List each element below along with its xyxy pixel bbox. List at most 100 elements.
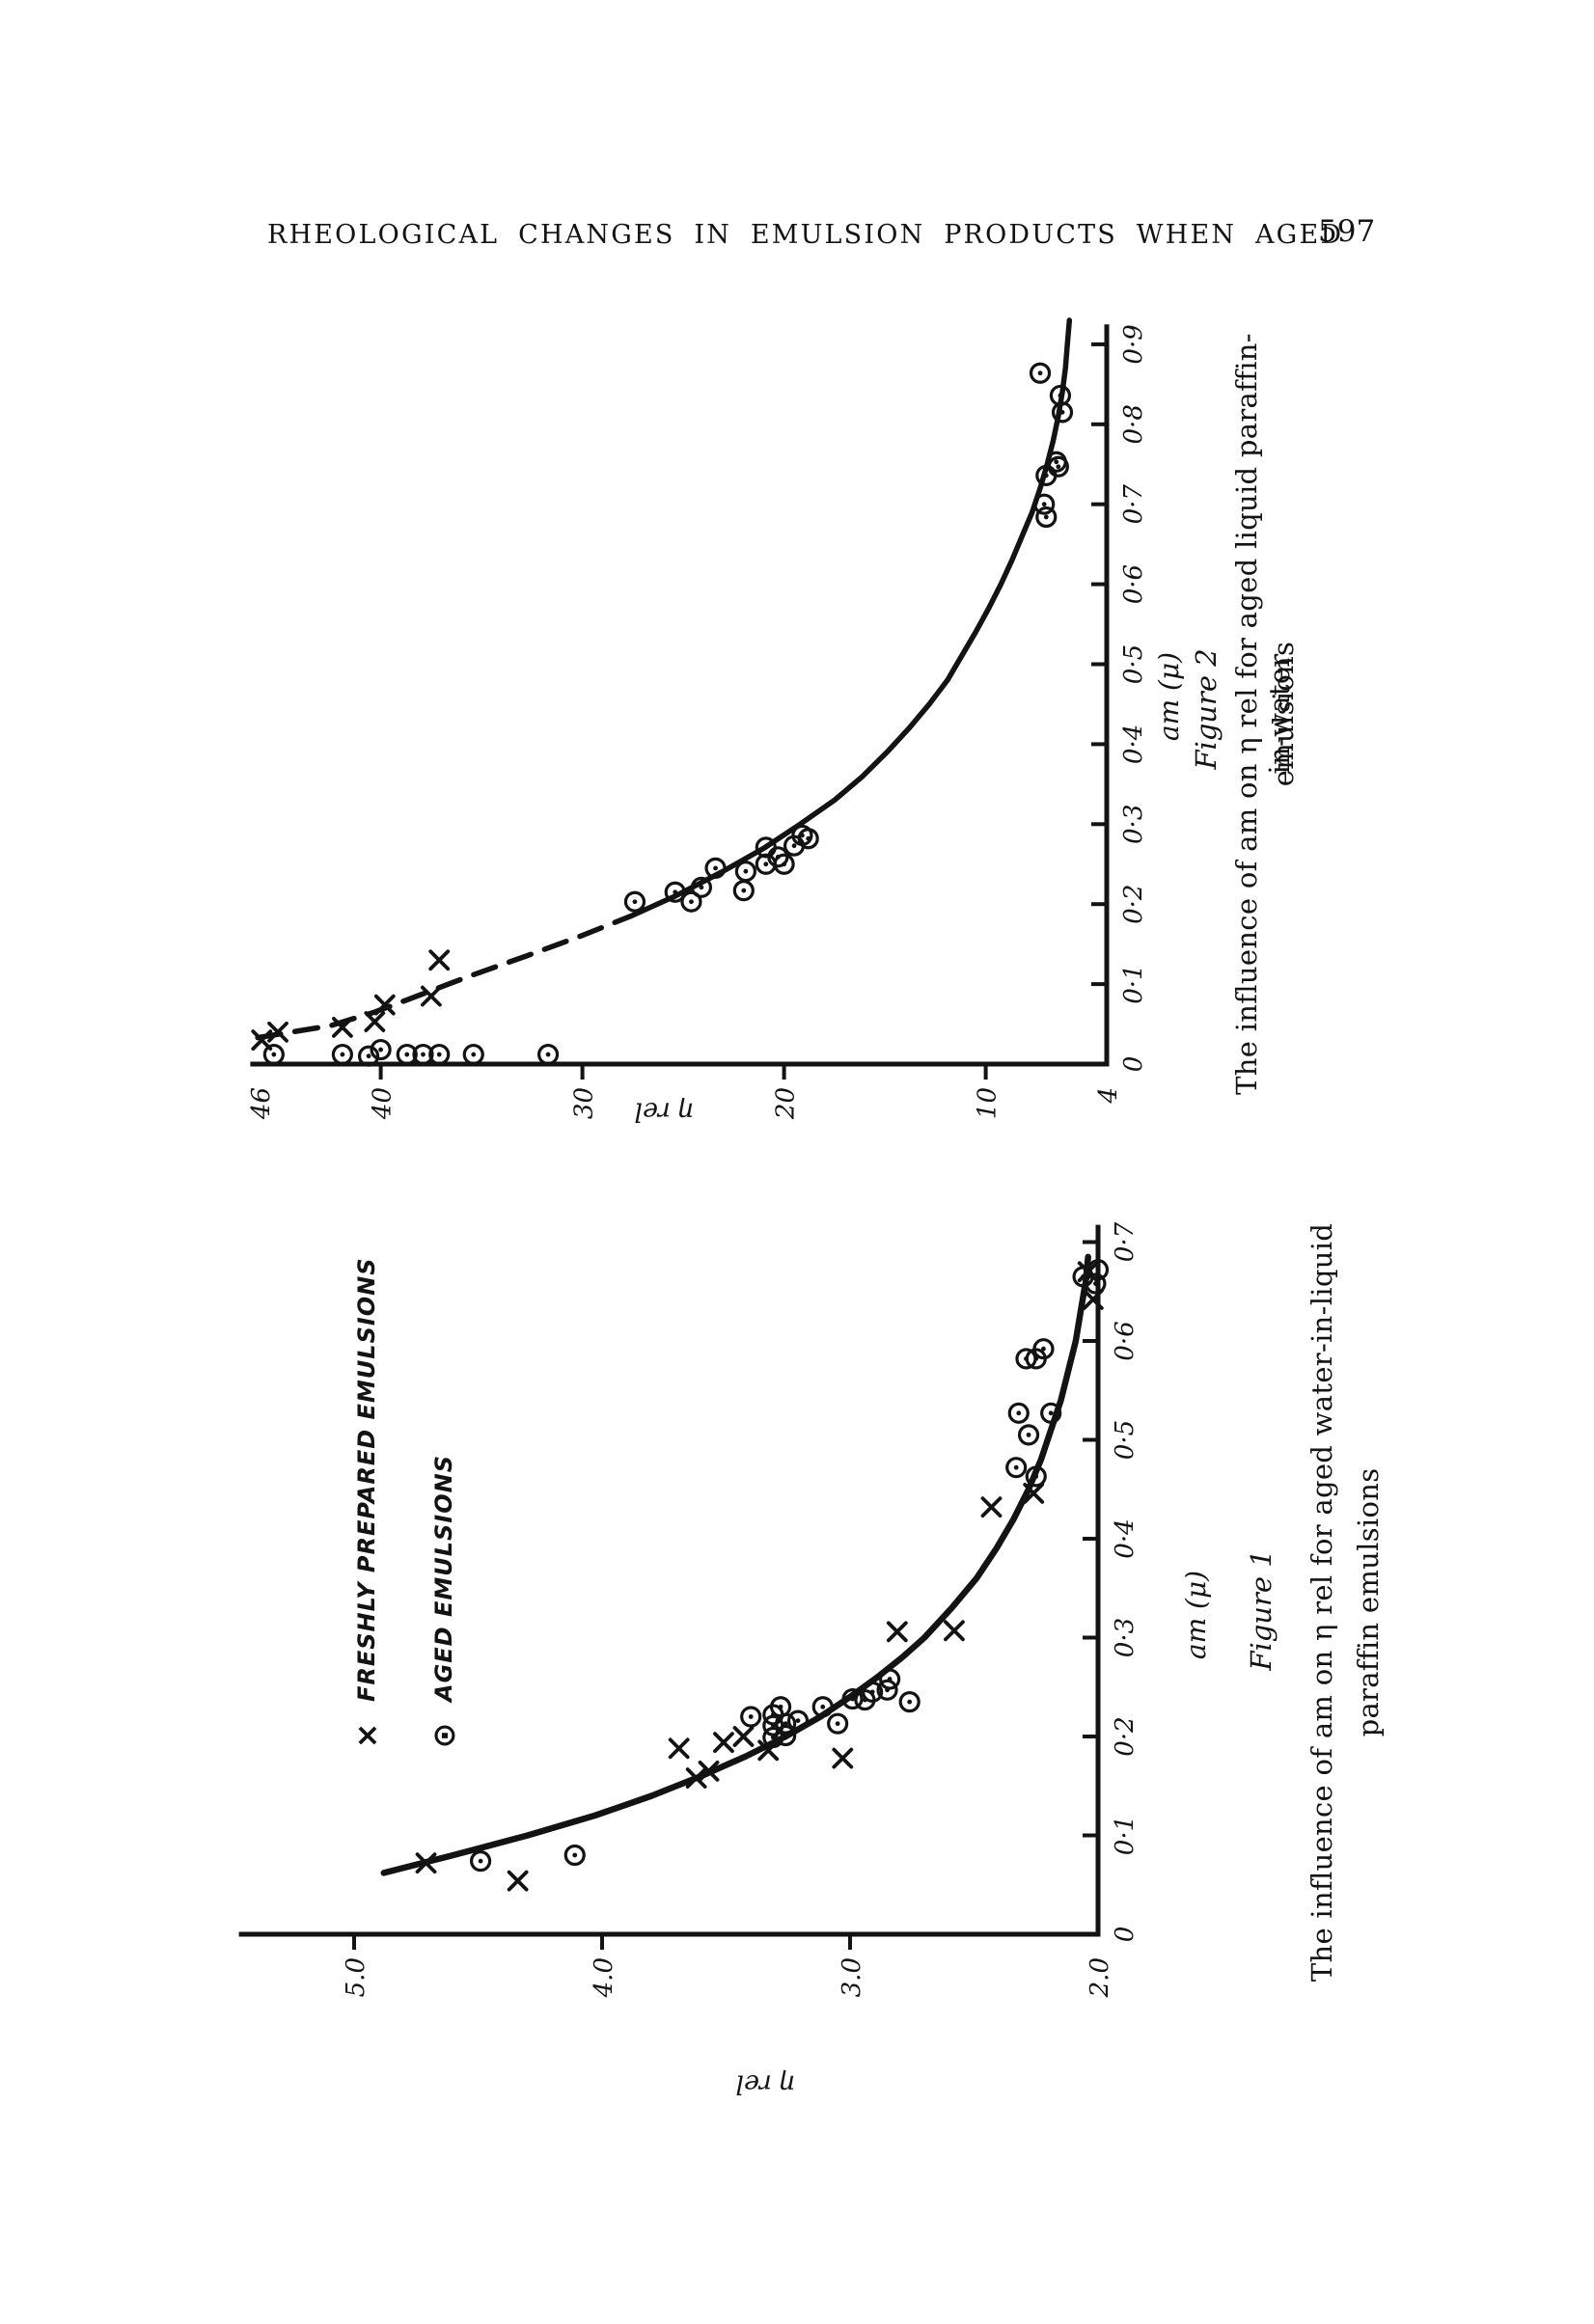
aged-data-point <box>879 1668 901 1690</box>
aged-data-point-dot <box>699 885 704 890</box>
aged-data-point <box>1049 384 1072 407</box>
y-tick-label: 3.0 <box>838 1957 866 1997</box>
axes <box>250 324 1110 1067</box>
figure-1-caption-line-1: The influence of am on η rel for aged wa… <box>1305 1222 1338 1982</box>
x-tick-label: 0·6 <box>1119 564 1148 604</box>
aged-data-point <box>1032 1338 1055 1360</box>
aged-data-point-dot <box>1043 514 1049 520</box>
x-tick-label: 0·7 <box>1111 1221 1140 1262</box>
aged-data-point <box>740 1706 762 1728</box>
aged-data-point <box>469 1850 492 1873</box>
fresh-data-point <box>428 949 451 971</box>
aged-data-point <box>664 881 686 903</box>
aged-data-point <box>762 1726 784 1749</box>
x-tick-label: 0·7 <box>1119 484 1148 525</box>
aged-data-point-dot <box>436 1052 442 1057</box>
figure-2-rotated-canvas: 0 0·1 0·2 0·3 0·4 0·5 0·6 0·7 0·8 0·9 4 10 20 30 40 46 … <box>236 289 1322 1138</box>
fresh-data-point <box>713 1732 734 1754</box>
aged-data-point-dot <box>907 1699 913 1705</box>
aged-data-point <box>1040 1402 1062 1424</box>
aged-data-point <box>1029 362 1052 384</box>
x-tick-label: 0·9 <box>1119 324 1148 364</box>
aged-data-point <box>769 1696 792 1718</box>
aged-data-point-dot <box>887 1677 893 1681</box>
fresh-data-point <box>668 1737 690 1760</box>
aged-data-point-dot <box>770 1735 776 1740</box>
fresh-data-point <box>732 1726 755 1747</box>
aged-data-point-dot <box>471 1052 477 1057</box>
y-tick-label: 4 <box>1094 1087 1123 1105</box>
aged-data-point-dot <box>271 1052 277 1057</box>
x-tick-label: 0·4 <box>1111 1518 1140 1558</box>
x-tick-label: 0·2 <box>1119 885 1148 924</box>
aged-data-point-dot <box>783 1733 788 1738</box>
aged-data-point <box>898 1691 921 1713</box>
aged-data-point <box>331 1043 353 1066</box>
fresh-data-point <box>698 1760 720 1782</box>
aged-data-point-dot <box>1016 1410 1022 1416</box>
aged-data-point-dot <box>820 1704 826 1709</box>
aged-data-point-dot <box>1054 459 1059 465</box>
x-tick-label: 0·1 <box>1111 1816 1140 1855</box>
aged-data-point-dot <box>572 1852 578 1858</box>
aged-data-point <box>357 1045 380 1067</box>
legend-label: FRESHLY PREPARED EMULSIONS <box>353 1257 380 1702</box>
x-tick-label: 0·3 <box>1119 805 1148 844</box>
aged-data-point <box>1025 1465 1047 1488</box>
aged-data-point <box>1033 493 1056 515</box>
aged-data-point-dot <box>673 889 678 895</box>
fresh-data-point <box>267 1021 289 1043</box>
circle-dot-marker-icon: ⊙ <box>426 1722 462 1749</box>
aged-data-point <box>428 1043 451 1066</box>
y-tick-label: 46 <box>247 1087 276 1120</box>
fit-curve <box>380 1253 1091 1876</box>
y-tick-label: 10 <box>974 1087 1003 1119</box>
aged-data-point <box>680 890 702 913</box>
aged-data-point-dot <box>1041 1346 1046 1352</box>
aged-data-point-dot <box>404 1052 410 1057</box>
aged-data-point <box>773 853 795 875</box>
x-tick-label: 0·5 <box>1111 1420 1140 1460</box>
fresh-data-point <box>373 994 396 1016</box>
y-tick-label: 4.0 <box>590 1957 618 1998</box>
figure-1-chart: 0 0·1 0·2 0·3 0·4 0·5 0·6 0·7 2.0 3.0 4.0 5.0 <box>238 1221 1140 1998</box>
aged-data-point <box>262 1043 285 1066</box>
x-tick-label: 0·5 <box>1119 644 1148 684</box>
fresh-data-point <box>886 1621 908 1643</box>
aged-data-point-dot <box>1037 370 1043 376</box>
aged-data-point-dot <box>713 865 718 871</box>
fresh-data-point <box>507 1870 529 1892</box>
figure-2-label: Figure 2 <box>1190 648 1223 770</box>
aged-data-point-dot <box>421 1052 426 1057</box>
figure-2-x-axis-label: am (μ) <box>1153 651 1185 742</box>
y-tick-label: 30 <box>570 1087 599 1119</box>
aged-data-point <box>412 1043 434 1066</box>
fresh-data-point <box>1023 1482 1045 1504</box>
aged-data-point <box>1005 1457 1028 1479</box>
aged-data-point-dot <box>741 888 747 893</box>
fresh-data-point <box>331 1016 353 1038</box>
aged-data-point <box>827 1712 849 1735</box>
aged-data-point-dot <box>1033 1356 1039 1361</box>
aged-data-point <box>563 1844 586 1867</box>
aged-data-point-dot <box>478 1858 483 1864</box>
aged-data-point-dot <box>632 899 638 905</box>
aged-data-point <box>462 1043 484 1066</box>
y-tick-label: 2.0 <box>1086 1957 1114 1998</box>
figure-1-label: Figure 1 <box>1245 1549 1278 1671</box>
figure-1-rotated-canvas: 0 0·1 0·2 0·3 0·4 0·5 0·6 0·7 2.0 3.0 4.0 5.0 × FRE… <box>232 1212 1394 2119</box>
x-tick-label: 0 <box>1119 1056 1148 1073</box>
x-tick-label: 0·6 <box>1111 1321 1140 1360</box>
legend-item-aged: ⊙ AGED EMULSIONS <box>419 1257 469 1754</box>
y-tick-label: 5.0 <box>342 1957 371 1997</box>
aged-data-point-dot <box>763 844 769 850</box>
y-tick-label: 40 <box>369 1087 398 1120</box>
figure-1: 0 0·1 0·2 0·3 0·4 0·5 0·6 0·7 2.0 3.0 4.0 5.0 × FRE… <box>232 1212 1394 2119</box>
aged-data-point <box>811 1696 834 1718</box>
aged-data-point <box>862 1681 884 1703</box>
x-tick-label: 0·4 <box>1119 725 1148 764</box>
aged-data-point <box>876 1679 898 1701</box>
aged-data-point-dot <box>748 1714 754 1719</box>
aged-data-point <box>797 828 819 850</box>
